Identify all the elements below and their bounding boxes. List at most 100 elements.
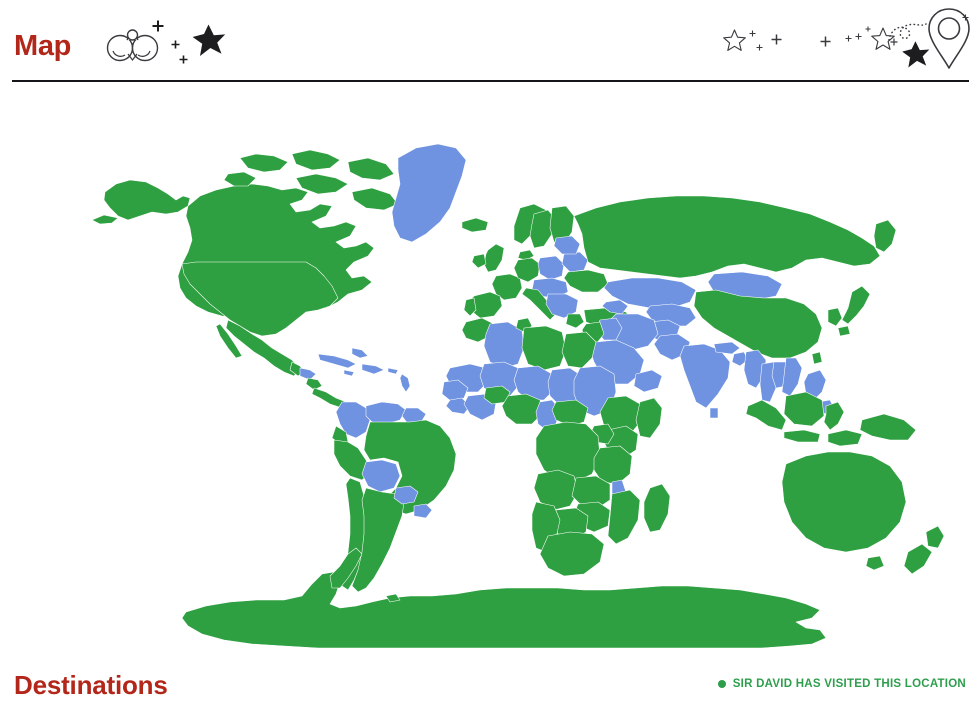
star-outline-icon: [722, 28, 747, 53]
country-antarctica[interactable]: [181, 571, 827, 649]
plus-sparkle-icon: [152, 20, 164, 32]
plus-sparkle-icon: [855, 33, 862, 40]
country-belarus[interactable]: [561, 251, 589, 273]
star-filled-icon: [190, 23, 226, 59]
country-canada-arctic-5[interactable]: [351, 187, 399, 211]
country-paraguay[interactable]: [393, 485, 419, 505]
country-baja[interactable]: [215, 323, 243, 359]
country-sri-lanka[interactable]: [709, 407, 719, 419]
country-libya[interactable]: [521, 325, 567, 371]
country-uk[interactable]: [483, 243, 505, 273]
country-mozambique[interactable]: [607, 489, 641, 545]
page-title: Map: [14, 30, 72, 62]
plus-sparkle-icon: [865, 26, 871, 32]
country-bangladesh[interactable]: [731, 351, 749, 367]
country-somalia[interactable]: [635, 397, 663, 439]
country-ireland[interactable]: [471, 253, 487, 269]
country-hispaniola[interactable]: [361, 363, 385, 375]
country-nepal-bhutan[interactable]: [713, 341, 741, 355]
country-uruguay[interactable]: [413, 503, 433, 519]
country-india[interactable]: [679, 343, 731, 409]
plus-sparkle-icon: [820, 36, 831, 47]
country-canada-arctic-1[interactable]: [239, 153, 289, 173]
country-vietnam[interactable]: [781, 357, 803, 397]
legend-label: SIR DAVID HAS VISITED THIS LOCATION: [732, 678, 966, 690]
country-kamchatka[interactable]: [873, 219, 897, 253]
country-lesser-antilles[interactable]: [399, 373, 411, 393]
country-antarctic-peninsula[interactable]: [329, 547, 363, 589]
country-venezuela[interactable]: [365, 401, 407, 425]
country-mexico[interactable]: [225, 319, 301, 377]
country-philippines[interactable]: [803, 369, 827, 401]
country-yemen-oman[interactable]: [633, 369, 663, 393]
country-japan[interactable]: [841, 285, 871, 325]
country-germany[interactable]: [513, 257, 541, 283]
country-aleutians[interactable]: [91, 214, 119, 225]
plus-sparkle-icon: [962, 14, 969, 21]
plus-sparkle-icon: [771, 34, 782, 45]
country-usa[interactable]: [181, 261, 339, 337]
country-nicaragua[interactable]: [305, 377, 323, 391]
country-egypt[interactable]: [561, 331, 597, 369]
country-tasmania[interactable]: [865, 555, 885, 571]
country-canada-arctic-6[interactable]: [223, 171, 257, 187]
country-borneo[interactable]: [783, 391, 825, 427]
country-denmark[interactable]: [517, 249, 535, 261]
country-brazil[interactable]: [363, 419, 457, 515]
dotted-swirl-icon: [888, 18, 930, 46]
country-puerto-rico[interactable]: [387, 367, 399, 375]
country-png[interactable]: [859, 413, 917, 441]
country-italy[interactable]: [521, 287, 557, 321]
world-map[interactable]: [0, 96, 980, 656]
country-canada-arctic-4[interactable]: [347, 157, 395, 181]
country-kazakhstan[interactable]: [603, 277, 697, 309]
country-france[interactable]: [491, 273, 523, 301]
star-filled-icon: [900, 40, 930, 70]
country-australia[interactable]: [781, 451, 907, 553]
country-niger[interactable]: [513, 365, 555, 401]
country-sulawesi[interactable]: [823, 401, 845, 431]
country-senegal-guinea[interactable]: [441, 379, 469, 403]
country-ukraine[interactable]: [563, 269, 609, 293]
country-cuba[interactable]: [317, 353, 357, 369]
country-jamaica[interactable]: [343, 369, 355, 377]
country-angola[interactable]: [533, 469, 579, 511]
country-greenland[interactable]: [391, 143, 467, 243]
country-baltics[interactable]: [553, 235, 581, 255]
country-canada-arctic-3[interactable]: [295, 173, 349, 195]
country-madagascar[interactable]: [643, 483, 671, 533]
country-korea[interactable]: [827, 307, 843, 327]
country-japan-south[interactable]: [837, 325, 851, 337]
country-poland[interactable]: [537, 255, 565, 281]
country-iceland[interactable]: [461, 217, 489, 233]
plus-sparkle-icon: [749, 30, 756, 37]
country-indonesia-sumatra[interactable]: [745, 399, 787, 431]
country-sierra-liberia[interactable]: [445, 397, 471, 415]
country-bahamas[interactable]: [351, 347, 369, 359]
footer-title: Destinations: [14, 670, 168, 700]
country-colombia[interactable]: [335, 401, 371, 439]
country-central-asia[interactable]: [645, 303, 697, 327]
country-portugal[interactable]: [463, 297, 477, 317]
country-south-georgia[interactable]: [385, 593, 401, 603]
plus-sparkle-icon: [845, 35, 852, 42]
country-bolivia[interactable]: [361, 459, 401, 493]
world-map-svg[interactable]: [0, 96, 980, 656]
country-new-zealand-north[interactable]: [925, 525, 945, 549]
country-taiwan[interactable]: [811, 351, 823, 365]
country-nigeria[interactable]: [501, 393, 543, 425]
country-honduras[interactable]: [299, 367, 317, 381]
country-china[interactable]: [693, 289, 823, 359]
country-indonesia-east[interactable]: [827, 429, 863, 447]
country-south-africa[interactable]: [539, 531, 605, 577]
country-greece[interactable]: [565, 313, 585, 329]
country-sweden[interactable]: [529, 209, 557, 249]
header: Map: [0, 0, 980, 92]
country-canada-arctic-2[interactable]: [291, 149, 341, 171]
map-countries[interactable]: [91, 143, 945, 649]
country-alaska[interactable]: [103, 179, 191, 221]
country-zambia[interactable]: [571, 475, 611, 509]
country-new-zealand-south[interactable]: [903, 543, 933, 575]
country-indonesia-java[interactable]: [783, 429, 821, 443]
country-russia[interactable]: [573, 195, 881, 279]
